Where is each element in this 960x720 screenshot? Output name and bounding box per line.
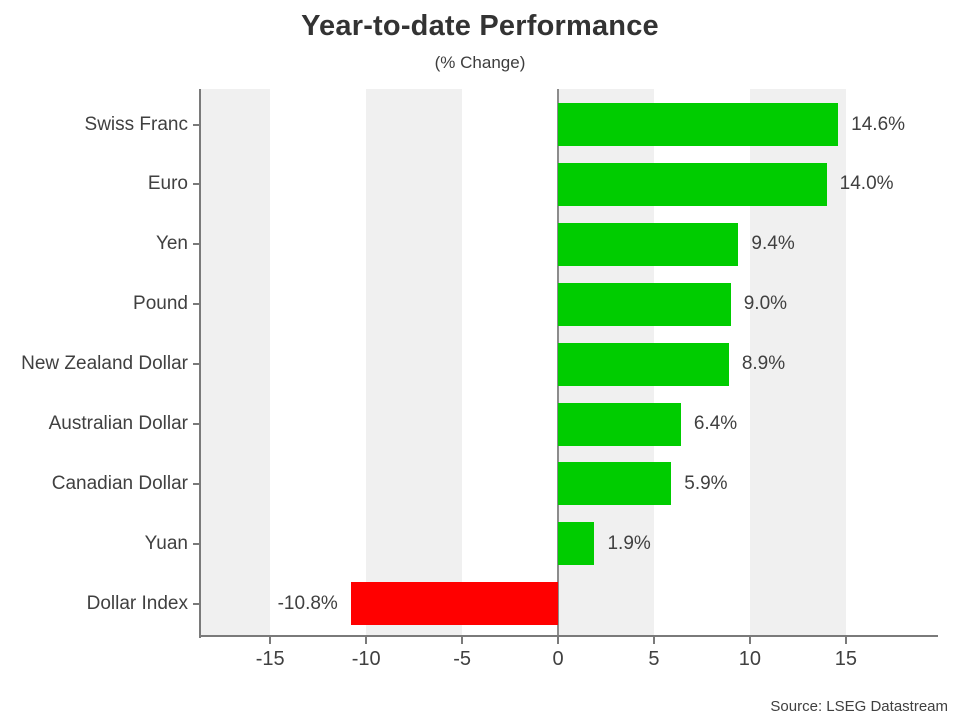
category-label: Pound xyxy=(0,293,188,315)
y-axis-tick xyxy=(193,483,200,485)
category-label: Yuan xyxy=(0,533,188,555)
x-axis-tick-label: 0 xyxy=(518,648,598,671)
x-axis-tick xyxy=(557,636,559,644)
x-axis-tick-label: 15 xyxy=(806,648,886,671)
bar xyxy=(558,163,827,206)
bar-value-label: 8.9% xyxy=(742,353,785,375)
category-label: Dollar Index xyxy=(0,593,188,615)
bar xyxy=(558,283,731,326)
y-axis-tick xyxy=(193,243,200,245)
bar-value-label: 9.4% xyxy=(751,233,794,255)
y-axis-tick xyxy=(193,363,200,365)
bar-value-label: 14.6% xyxy=(851,114,905,136)
x-axis-tick-label: -5 xyxy=(422,648,502,671)
bar xyxy=(558,522,594,565)
category-label: Swiss Franc xyxy=(0,114,188,136)
category-label: Euro xyxy=(0,173,188,195)
chart-figure: Year-to-date Performance (% Change) 14.6… xyxy=(0,0,960,720)
bar-value-label: 6.4% xyxy=(694,413,737,435)
bar xyxy=(351,582,558,625)
source-note: Source: LSEG Datastream xyxy=(770,698,948,715)
category-label: Yen xyxy=(0,233,188,255)
bar-value-label: 14.0% xyxy=(840,173,894,195)
y-axis-tick xyxy=(193,124,200,126)
x-axis-tick xyxy=(749,636,751,644)
category-label: New Zealand Dollar xyxy=(0,353,188,375)
y-axis-tick xyxy=(193,423,200,425)
x-axis-tick-label: 10 xyxy=(710,648,790,671)
x-axis-tick-label: 5 xyxy=(614,648,694,671)
plot-area: 14.6% 14.0% 9.4% 9.0% 8.9% 6.4% 5.9% 1.9% -10.8% xyxy=(200,89,937,636)
y-axis-tick xyxy=(193,183,200,185)
x-axis-tick xyxy=(365,636,367,644)
bar-value-label: 1.9% xyxy=(607,533,650,555)
x-axis-line xyxy=(199,635,938,637)
x-axis-tick-label: -10 xyxy=(326,648,406,671)
chart-title: Year-to-date Performance xyxy=(0,10,960,43)
category-label: Australian Dollar xyxy=(0,413,188,435)
background-stripe xyxy=(366,89,462,636)
bar xyxy=(558,462,671,505)
y-axis-tick xyxy=(193,603,200,605)
chart-subtitle: (% Change) xyxy=(0,53,960,73)
x-axis-tick xyxy=(269,636,271,644)
bar xyxy=(558,103,838,146)
bar xyxy=(558,223,738,266)
y-axis-tick xyxy=(193,303,200,305)
x-axis-tick xyxy=(653,636,655,644)
x-axis-tick xyxy=(845,636,847,644)
x-axis-tick xyxy=(461,636,463,644)
bar xyxy=(558,403,681,446)
bar-value-label: 5.9% xyxy=(684,473,727,495)
background-stripe xyxy=(200,89,270,636)
bar xyxy=(558,343,729,386)
x-axis-tick-label: -15 xyxy=(230,648,310,671)
bar-value-label: 9.0% xyxy=(744,293,787,315)
bar-value-label: -10.8% xyxy=(278,593,338,615)
y-axis-tick xyxy=(193,543,200,545)
category-label: Canadian Dollar xyxy=(0,473,188,495)
